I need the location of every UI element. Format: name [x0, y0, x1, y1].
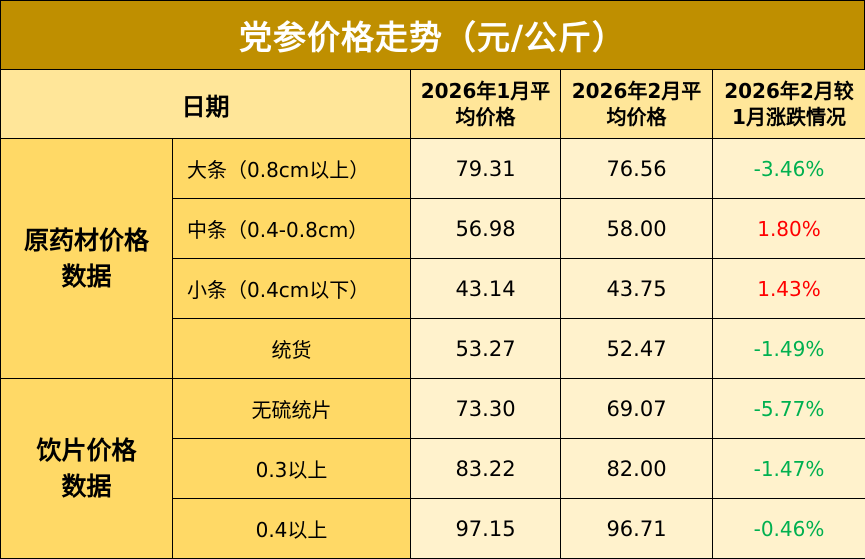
group-label-line2: 数据	[61, 472, 111, 501]
change-value: -1.49%	[713, 319, 865, 379]
header-change: 2026年2月较 1月涨跌情况	[713, 70, 865, 139]
header-date: 日期	[1, 70, 411, 139]
jan-price: 56.98	[411, 199, 561, 259]
change-value: -1.47%	[713, 439, 865, 499]
feb-price: 76.56	[561, 139, 713, 199]
price-table: 日期 2026年1月平 均价格 2026年2月平 均价格 2026年2月较 1月…	[0, 69, 865, 559]
header-jan-avg: 2026年1月平 均价格	[411, 70, 561, 139]
group-label-raw: 原药材价格 数据	[1, 139, 173, 379]
jan-price: 43.14	[411, 259, 561, 319]
feb-price: 69.07	[561, 379, 713, 439]
spec-cell: 0.4以上	[173, 499, 411, 559]
table-row: 原药材价格 数据 大条（0.8cm以上） 79.31 76.56 -3.46%	[1, 139, 865, 199]
feb-price: 96.71	[561, 499, 713, 559]
group-label-line1: 原药材价格	[24, 226, 149, 255]
change-value: 1.80%	[713, 199, 865, 259]
header-feb-avg: 2026年2月平 均价格	[561, 70, 713, 139]
header-jan-line2: 均价格	[456, 105, 516, 129]
change-value: -5.77%	[713, 379, 865, 439]
header-feb-line2: 均价格	[607, 105, 667, 129]
header-row: 日期 2026年1月平 均价格 2026年2月平 均价格 2026年2月较 1月…	[1, 70, 865, 139]
jan-price: 73.30	[411, 379, 561, 439]
group-label-line1: 饮片价格	[36, 436, 136, 465]
change-value: -3.46%	[713, 139, 865, 199]
spec-cell: 无硫统片	[173, 379, 411, 439]
group-label-slices: 饮片价格 数据	[1, 379, 173, 559]
feb-price: 43.75	[561, 259, 713, 319]
feb-price: 82.00	[561, 439, 713, 499]
feb-price: 58.00	[561, 199, 713, 259]
change-value: -0.46%	[713, 499, 865, 559]
header-feb-line1: 2026年2月平	[572, 79, 702, 103]
spec-cell: 0.3以上	[173, 439, 411, 499]
header-change-line2: 1月涨跌情况	[732, 105, 846, 129]
jan-price: 53.27	[411, 319, 561, 379]
spec-cell: 中条（0.4-0.8cm）	[173, 199, 411, 259]
group-label-line2: 数据	[61, 262, 111, 291]
table-title: 党参价格走势（元/公斤）	[0, 0, 865, 70]
spec-cell: 统货	[173, 319, 411, 379]
feb-price: 52.47	[561, 319, 713, 379]
spec-cell: 大条（0.8cm以上）	[173, 139, 411, 199]
jan-price: 79.31	[411, 139, 561, 199]
jan-price: 97.15	[411, 499, 561, 559]
table-row: 饮片价格 数据 无硫统片 73.30 69.07 -5.77%	[1, 379, 865, 439]
change-value: 1.43%	[713, 259, 865, 319]
spec-cell: 小条（0.4cm以下）	[173, 259, 411, 319]
header-jan-line1: 2026年1月平	[421, 79, 551, 103]
jan-price: 83.22	[411, 439, 561, 499]
header-change-line1: 2026年2月较	[724, 79, 854, 103]
